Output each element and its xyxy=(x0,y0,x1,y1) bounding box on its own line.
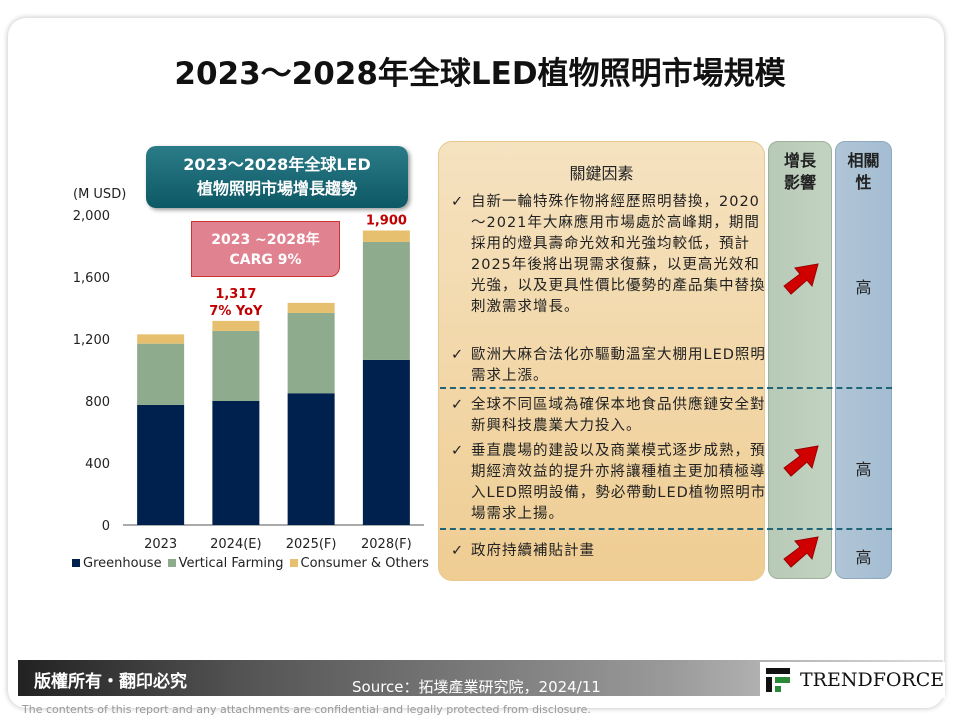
cagr-line1: 2023 ~2028年 xyxy=(211,232,320,248)
slide-title: 2023～2028年全球LED植物照明市場規模 xyxy=(174,56,786,92)
section-divider xyxy=(440,528,892,530)
section-divider xyxy=(440,387,892,389)
check-icon: ✓ xyxy=(451,543,465,559)
up-right-arrow-icon xyxy=(783,263,819,295)
key-factors-panel: 關鍵因素 ✓ 自新一輪特殊作物將經歷照明替換，2020～2021年大麻應用市場處於… xyxy=(438,141,765,581)
data-label: 1,317 xyxy=(215,287,256,302)
chart-banner-line2: 植物照明市場增長趨勢 xyxy=(196,179,357,198)
up-right-arrow-icon xyxy=(783,445,819,477)
legend-item-consumer-others: Consumer & Others xyxy=(289,556,429,571)
trendforce-logo: TRENDFORCE xyxy=(760,662,945,698)
up-right-arrow-icon xyxy=(783,536,819,568)
key-factors-heading: 關鍵因素 xyxy=(569,164,634,183)
chart-banner-line1: 2023～2028年全球LED xyxy=(183,155,371,174)
bar-segment-greenhouse xyxy=(362,359,410,525)
bar-segment-greenhouse xyxy=(287,393,335,525)
bar-segment-greenhouse xyxy=(137,404,185,525)
factor-item: ✓ 全球不同區域為確保本地食品供應鏈安全對新興科技農業大力投入。 xyxy=(451,397,766,434)
bar-segment-vertical-farming xyxy=(362,241,410,360)
y-tick-label: 2,000 xyxy=(73,209,110,224)
factor-item: ✓ 垂直農場的建設以及商業模式逐步成熟，預期經濟效益的提升亦將讓種植主更加積極導入… xyxy=(451,443,767,522)
trendforce-logo-text: TRENDFORCE xyxy=(800,669,945,691)
x-tick-label: 2025(F) xyxy=(286,537,337,552)
check-icon: ✓ xyxy=(451,194,465,210)
chart-legend: Greenhouse Vertical Farming Consumer & O… xyxy=(72,556,429,571)
check-icon: ✓ xyxy=(451,397,465,413)
bar-segment-consumer-others xyxy=(212,320,260,331)
bar-segment-vertical-farming xyxy=(287,312,335,394)
data-label: 1,900 xyxy=(366,214,407,229)
bar-segment-consumer-others xyxy=(137,334,185,344)
relevance-value: 高 xyxy=(855,548,872,567)
relevance-column: 相關性 xyxy=(835,141,892,579)
y-tick-label: 0 xyxy=(102,519,110,534)
cagr-line2: CARG 9% xyxy=(229,252,302,268)
chart-banner: 2023～2028年全球LED 植物照明市場增長趨勢 xyxy=(146,146,408,208)
y-axis-unit: (M USD) xyxy=(73,187,127,202)
legend-item-greenhouse: Greenhouse xyxy=(72,556,162,571)
bar-segment-consumer-others xyxy=(287,302,335,313)
growth-impact-column: 增長 影響 xyxy=(768,141,832,579)
y-tick-label: 1,600 xyxy=(73,271,110,286)
x-tick-label: 2028(F) xyxy=(361,537,412,552)
disclaimer-text: The contents of this report and any atta… xyxy=(22,703,591,716)
factor-item: ✓ 政府持續補貼計畫 xyxy=(451,541,771,562)
y-tick-label: 800 xyxy=(85,395,110,410)
factor-item: ✓ 歐洲大麻合法化亦驅動溫室大棚用LED照明需求上漲。 xyxy=(451,347,766,384)
y-tick-label: 400 xyxy=(85,457,110,472)
x-tick-label: 2023 xyxy=(144,537,177,552)
data-label: 7% YoY xyxy=(209,304,263,319)
legend-item-vertical-farming: Vertical Farming xyxy=(167,556,284,571)
cagr-box: 2023 ~2028年 CARG 9% xyxy=(191,221,340,277)
check-icon: ✓ xyxy=(451,347,465,363)
bar-segment-consumer-others xyxy=(362,230,410,242)
bar-segment-greenhouse xyxy=(212,401,260,525)
y-tick-label: 1,200 xyxy=(73,333,110,348)
relevance-value: 高 xyxy=(855,460,872,479)
check-icon: ✓ xyxy=(451,443,465,459)
copyright-text: 版權所有・翻印必究 xyxy=(34,672,187,692)
bar-segment-vertical-farming xyxy=(137,343,185,405)
relevance-value: 高 xyxy=(855,278,872,297)
growth-impact-heading: 增長 影響 xyxy=(783,151,816,192)
factor-item: ✓ 自新一輪特殊作物將經歷照明替換，2020～2021年大麻應用市場處於高峰期，期… xyxy=(451,194,766,315)
relevance-heading: 相關性 xyxy=(847,151,880,192)
source-text: Source：拓墣產業研究院，2024/11 xyxy=(352,678,601,696)
bar-segment-vertical-farming xyxy=(212,330,260,401)
x-tick-label: 2024(E) xyxy=(210,537,261,552)
trendforce-logo-icon xyxy=(766,668,790,692)
